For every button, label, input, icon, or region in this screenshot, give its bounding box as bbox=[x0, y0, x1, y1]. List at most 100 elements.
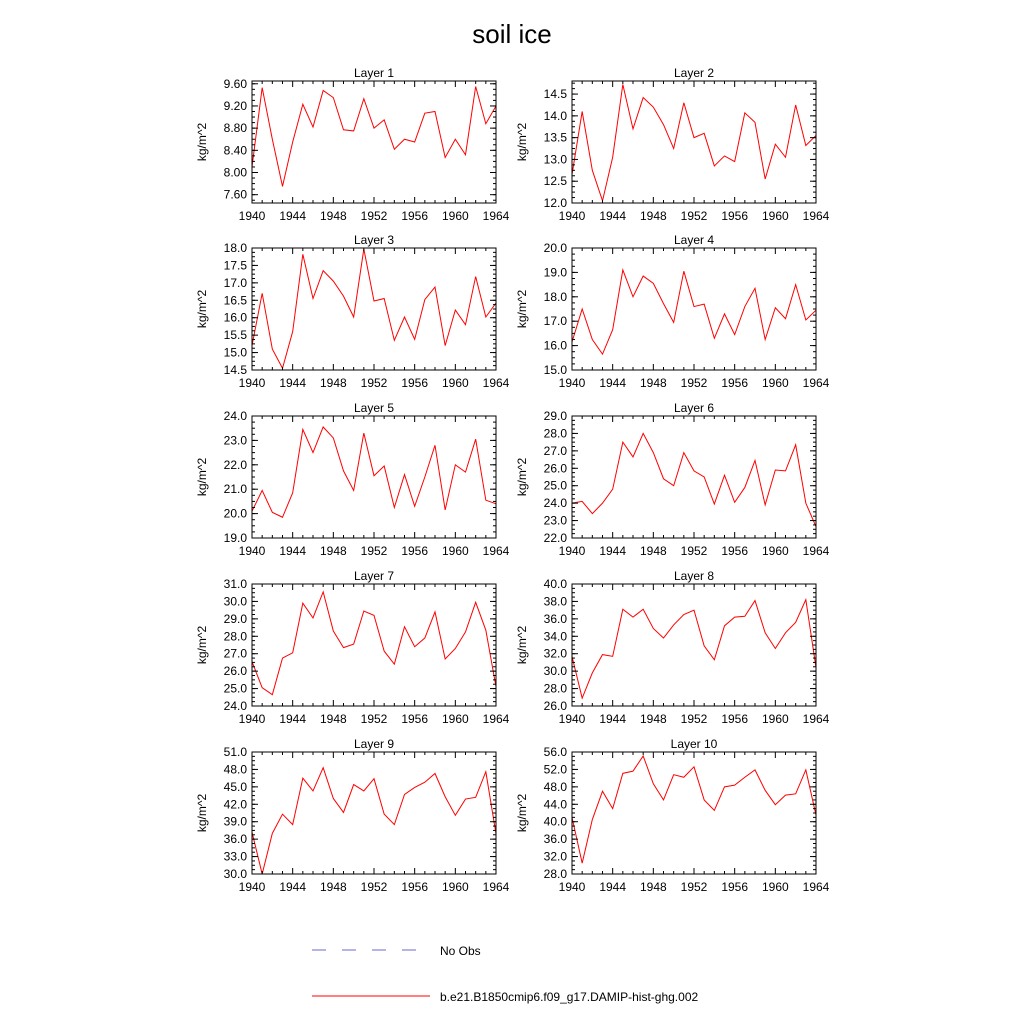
panel-title: Layer 5 bbox=[354, 401, 394, 415]
data-line bbox=[572, 268, 816, 356]
y-tick-label: 36.0 bbox=[544, 612, 568, 626]
x-tick-label: 1944 bbox=[599, 209, 626, 223]
panel-title: Layer 3 bbox=[354, 233, 394, 247]
y-axis-label: kg/m^2 bbox=[515, 458, 529, 497]
x-tick-label: 1952 bbox=[361, 880, 388, 894]
y-tick-label: 39.0 bbox=[224, 815, 248, 829]
y-axis-label: kg/m^2 bbox=[515, 290, 529, 329]
x-tick-label: 1960 bbox=[442, 712, 469, 726]
x-tick-label: 1940 bbox=[559, 376, 586, 390]
x-tick-label: 1952 bbox=[361, 712, 388, 726]
x-tick-label: 1964 bbox=[483, 712, 510, 726]
y-tick-label: 15.5 bbox=[224, 328, 248, 342]
x-tick-label: 1940 bbox=[559, 880, 586, 894]
x-tick-label: 1956 bbox=[401, 376, 428, 390]
plot-frame bbox=[571, 583, 817, 707]
y-tick-label: 14.5 bbox=[224, 363, 248, 377]
x-tick-label: 1948 bbox=[640, 209, 667, 223]
x-tick-label: 1940 bbox=[239, 376, 266, 390]
x-tick-label: 1956 bbox=[401, 544, 428, 558]
x-tick-label: 1944 bbox=[279, 880, 306, 894]
x-tick-label: 1948 bbox=[320, 712, 347, 726]
x-tick-label: 1960 bbox=[762, 209, 789, 223]
x-tick-label: 1952 bbox=[361, 209, 388, 223]
y-tick-label: 20.0 bbox=[224, 507, 248, 521]
plot-frame bbox=[571, 247, 817, 371]
y-tick-label: 30.0 bbox=[224, 867, 248, 881]
x-tick-label: 1952 bbox=[361, 544, 388, 558]
x-tick-label: 1948 bbox=[640, 712, 667, 726]
legend-label-no-obs: No Obs bbox=[440, 944, 481, 958]
x-tick-label: 1960 bbox=[762, 712, 789, 726]
x-tick-label: 1964 bbox=[483, 880, 510, 894]
x-tick-label: 1964 bbox=[483, 544, 510, 558]
data-line bbox=[252, 248, 496, 370]
data-line bbox=[572, 432, 816, 527]
panel-title: Layer 4 bbox=[674, 233, 714, 247]
panel-1: Layer 1 kg/m^2 1940 1944 1948 1952 1956 1960 196… bbox=[195, 66, 510, 223]
y-tick-label: 17.0 bbox=[544, 314, 568, 328]
panel-2: Layer 2 kg/m^2 1940 1944 1948 1952 1956 1960 196… bbox=[515, 66, 830, 223]
y-axis-label: kg/m^2 bbox=[515, 794, 529, 833]
y-tick-label: 27.0 bbox=[224, 647, 248, 661]
y-tick-label: 23.0 bbox=[224, 433, 248, 447]
data-line bbox=[572, 597, 816, 700]
x-tick-label: 1952 bbox=[681, 544, 708, 558]
x-tick-label: 1944 bbox=[279, 544, 306, 558]
x-tick-label: 1964 bbox=[803, 544, 830, 558]
x-tick-label: 1952 bbox=[681, 376, 708, 390]
y-tick-label: 24.0 bbox=[544, 496, 568, 510]
y-tick-label: 9.60 bbox=[224, 77, 248, 91]
y-tick-label: 15.0 bbox=[544, 363, 568, 377]
y-axis-label: kg/m^2 bbox=[515, 626, 529, 665]
legend: No Obs b.e21.B1850cmip6.f09_g17.DAMIP-hi… bbox=[312, 944, 698, 1004]
x-tick-label: 1952 bbox=[681, 209, 708, 223]
y-tick-label: 23.0 bbox=[544, 514, 568, 528]
data-line bbox=[572, 84, 816, 203]
y-tick-label: 15.0 bbox=[224, 346, 248, 360]
y-tick-label: 24.0 bbox=[224, 699, 248, 713]
x-tick-label: 1956 bbox=[721, 712, 748, 726]
y-tick-label: 33.0 bbox=[224, 850, 248, 864]
y-tick-label: 36.0 bbox=[224, 832, 248, 846]
y-tick-label: 17.0 bbox=[224, 276, 248, 290]
y-tick-label: 29.0 bbox=[544, 409, 568, 423]
x-tick-label: 1948 bbox=[640, 376, 667, 390]
x-tick-label: 1964 bbox=[803, 880, 830, 894]
x-tick-label: 1960 bbox=[442, 376, 469, 390]
y-tick-label: 44.0 bbox=[544, 797, 568, 811]
panel-7: Layer 7 kg/m^2 1940 1944 1948 1952 1956 1960 196… bbox=[195, 569, 510, 726]
x-tick-label: 1956 bbox=[721, 376, 748, 390]
x-tick-label: 1964 bbox=[803, 209, 830, 223]
y-tick-label: 8.00 bbox=[224, 166, 248, 180]
panel-4: Layer 4 kg/m^2 1940 1944 1948 1952 1956 1960 196… bbox=[515, 233, 830, 390]
x-tick-label: 1940 bbox=[239, 209, 266, 223]
y-tick-label: 38.0 bbox=[544, 594, 568, 608]
y-tick-label: 28.0 bbox=[544, 426, 568, 440]
y-tick-label: 7.60 bbox=[224, 188, 248, 202]
y-tick-label: 14.0 bbox=[544, 109, 568, 123]
panel-5: Layer 5 kg/m^2 1940 1944 1948 1952 1956 1960 196… bbox=[195, 401, 510, 558]
y-tick-label: 36.0 bbox=[544, 832, 568, 846]
x-tick-label: 1960 bbox=[442, 880, 469, 894]
x-tick-label: 1960 bbox=[762, 544, 789, 558]
x-tick-label: 1956 bbox=[721, 209, 748, 223]
x-tick-label: 1960 bbox=[442, 544, 469, 558]
y-tick-label: 28.0 bbox=[544, 867, 568, 881]
x-tick-label: 1960 bbox=[442, 209, 469, 223]
y-tick-label: 19.0 bbox=[544, 265, 568, 279]
data-line bbox=[252, 426, 496, 518]
panel-title: Layer 1 bbox=[354, 66, 394, 80]
y-tick-label: 26.0 bbox=[224, 664, 248, 678]
y-tick-label: 42.0 bbox=[224, 797, 248, 811]
y-tick-label: 21.0 bbox=[224, 482, 248, 496]
y-tick-label: 12.5 bbox=[544, 174, 568, 188]
plot-frame bbox=[251, 415, 497, 539]
x-tick-label: 1964 bbox=[483, 209, 510, 223]
plot-frame bbox=[571, 80, 817, 204]
y-tick-label: 45.0 bbox=[224, 780, 248, 794]
y-tick-label: 16.0 bbox=[544, 339, 568, 353]
y-tick-label: 8.40 bbox=[224, 143, 248, 157]
x-tick-label: 1960 bbox=[762, 376, 789, 390]
